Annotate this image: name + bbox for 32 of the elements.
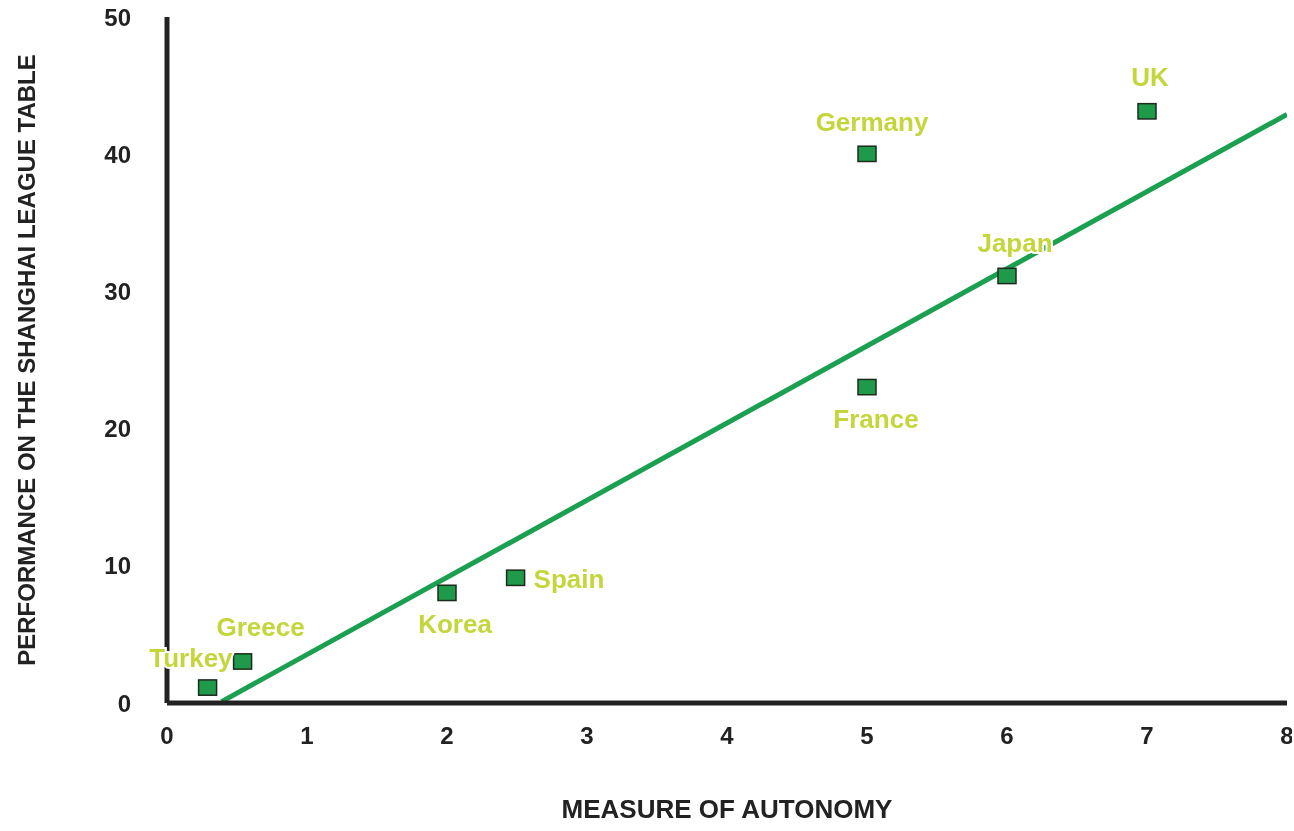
point (997, 267, 1017, 285)
x-axis-title: MEASURE OF AUTONOMY (561, 794, 893, 824)
annotation: UK (1131, 61, 1169, 92)
x-tick-label: 7 (1140, 722, 1154, 750)
point (197, 679, 218, 696)
y-tick-label: 10 (104, 552, 131, 580)
y-tick-label: 20 (104, 415, 131, 443)
annotation: Spain (533, 564, 605, 595)
x-tick-label: 3 (580, 722, 594, 750)
x-tick-label: 5 (860, 722, 874, 750)
x-tick-label: 6 (1000, 722, 1014, 750)
annotation: France (833, 404, 919, 435)
point (505, 569, 526, 587)
x-tick-label: 2 (440, 722, 454, 750)
annotation: Japan (977, 228, 1053, 259)
y-tick-label: 50 (104, 3, 131, 31)
annotation: Greece (216, 611, 305, 642)
x-tick-label: 1 (300, 722, 314, 750)
y-tick-label: 40 (104, 140, 131, 168)
point (437, 584, 457, 602)
y-tick-label: 0 (117, 689, 131, 717)
annotation: Korea (418, 609, 493, 640)
point (1137, 102, 1157, 120)
y-tick-label: 30 (104, 277, 131, 305)
point (232, 653, 253, 670)
annotation: Germany (815, 107, 929, 138)
x-tick-label: 4 (720, 722, 735, 750)
point (857, 145, 877, 163)
x-tick-label: 0 (160, 722, 174, 750)
y-axis-title: PERFORMANCE ON THE SHANGHAI LEAGUE TABLE (12, 54, 40, 666)
point (857, 378, 877, 396)
x-tick-label: 8 (1280, 722, 1294, 750)
